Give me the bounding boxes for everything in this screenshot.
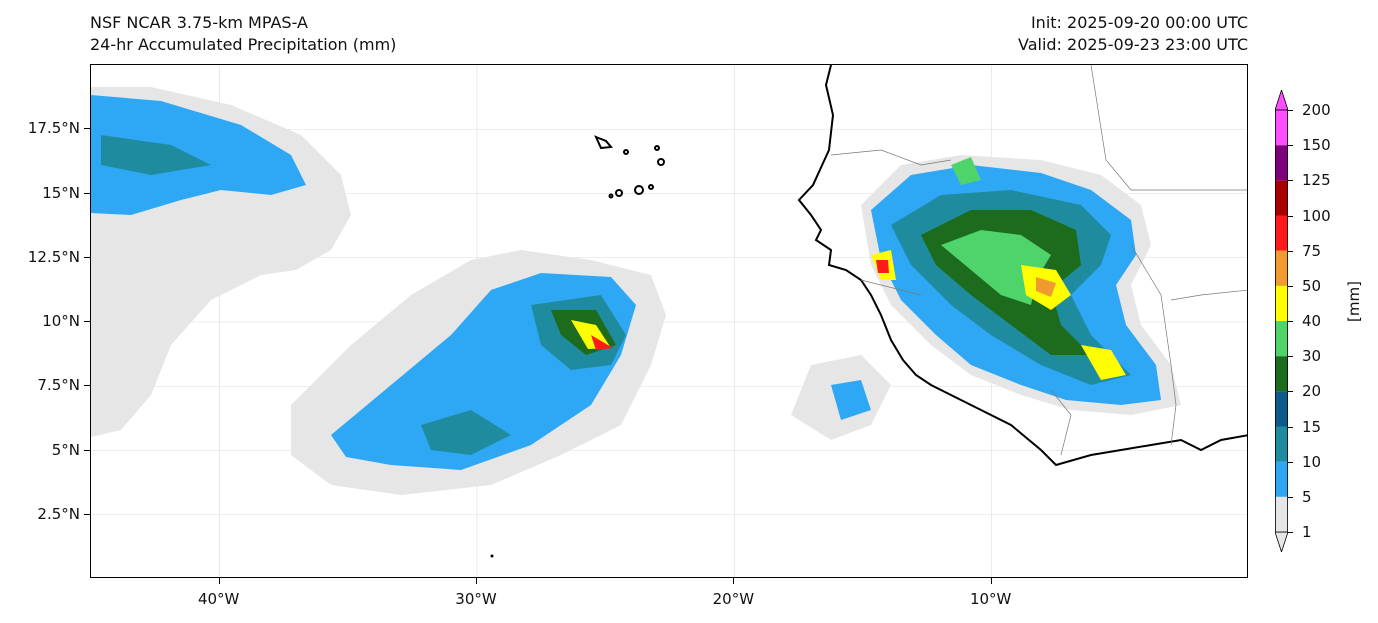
colorbar-segment [1275,391,1288,427]
colorbar-segment [1275,285,1288,321]
lon-tick-mark [733,578,735,584]
colorbar-units-label: [mm] [1345,281,1363,322]
colorbar-level-label: 75 [1302,241,1322,260]
colorbar-level-label: 10 [1302,452,1322,471]
colorbar-segment [1275,461,1288,497]
colorbar-tick [1288,356,1293,358]
colorbar-level-label: 40 [1302,312,1322,330]
lat-tick-label: 10°N [42,312,80,330]
colorbar-level-label: 30 [1302,347,1322,366]
colorbar-segment [1275,321,1288,357]
precip-region-africa [861,155,1181,415]
model-title: NSF NCAR 3.75-km MPAS-A [90,13,308,32]
colorbar-tick [1288,110,1293,111]
precip-scatter-coast [791,355,891,440]
colorbar-segment [1275,180,1288,216]
lat-tick-mark [84,513,90,515]
lat-tick-mark [84,385,90,387]
lon-tick-label: 40°W [197,590,240,608]
colorbar-tick [1288,532,1293,533]
colorbar-segment [1275,426,1288,462]
colorbar-tick [1288,461,1293,463]
colorbar-tick [1288,321,1293,322]
lon-tick-mark [990,578,992,584]
field-title: 24-hr Accumulated Precipitation (mm) [90,35,397,54]
precipitation-map [91,65,1247,577]
colorbar [1275,90,1288,552]
colorbar-segment [1275,496,1288,532]
colorbar-level-label: 5 [1302,487,1312,506]
colorbar-level-label: 1 [1302,523,1312,541]
small-island [490,554,494,558]
colorbar-level-label: 125 [1302,171,1331,190]
lat-tick-label: 12.5°N [27,247,80,266]
colorbar-level-label: 100 [1302,206,1331,225]
colorbar-segment [1275,356,1288,392]
map-panel [90,64,1248,578]
lat-tick-mark [84,321,90,322]
colorbar-tick [1288,145,1293,147]
lon-tick-label: 10°W [969,590,1012,608]
colorbar-tick [1288,215,1293,217]
colorbar-level-label: 150 [1302,136,1331,155]
lat-tick-label: 2.5°N [37,504,80,523]
lon-tick-mark [476,578,477,584]
lat-tick-label: 17.5°N [27,119,80,138]
precip-region-central [291,250,666,495]
valid-time: Valid: 2025-09-23 23:00 UTC [1017,35,1248,54]
lon-tick-mark [218,578,220,584]
colorbar-tick [1288,426,1293,428]
colorbar-segment [1275,110,1288,146]
country-borders [830,65,1247,456]
lat-tick-mark [84,449,90,451]
colorbar-extend-low [1275,531,1288,552]
title-left: NSF NCAR 3.75-km MPAS-A 24-hr Accumulate… [90,12,396,56]
colorbar-tick [1288,285,1293,287]
west-africa-coastline [797,65,1247,467]
lat-tick-label: 7.5°N [37,376,80,395]
colorbar-segment [1275,145,1288,181]
lon-tick-label: 30°W [455,590,497,608]
colorbar-level-label: 20 [1302,382,1322,401]
init-time: Init: 2025-09-20 00:00 UTC [1030,13,1248,32]
colorbar-level-label: 200 [1302,101,1331,119]
title-right: Init: 2025-09-20 00:00 UTC Valid: 2025-0… [1018,12,1248,56]
colorbar-level-label: 50 [1302,276,1322,295]
lat-tick-mark [84,256,90,258]
lat-tick-label: 5°N [51,440,80,459]
colorbar-extend-high [1275,90,1288,111]
lon-tick-label: 20°W [712,590,755,608]
colorbar-tick [1288,250,1293,252]
colorbar-segment [1275,215,1288,251]
colorbar-segment [1275,250,1288,286]
colorbar-level-label: 15 [1302,417,1322,436]
colorbar-tick [1288,391,1293,393]
colorbar-tick [1288,180,1293,182]
cape-verde-islands [594,135,665,199]
colorbar-outline [1275,109,1288,533]
lat-tick-label: 15°N [42,183,80,202]
lat-tick-mark [84,128,90,130]
lat-tick-mark [84,192,90,194]
precip-region-west [91,87,351,437]
colorbar-tick [1288,496,1293,498]
